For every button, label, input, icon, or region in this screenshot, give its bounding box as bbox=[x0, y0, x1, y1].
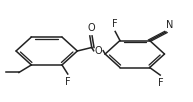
Text: O: O bbox=[95, 46, 102, 56]
Text: F: F bbox=[158, 78, 163, 88]
Text: N: N bbox=[166, 20, 174, 30]
Text: F: F bbox=[65, 76, 71, 86]
Text: F: F bbox=[112, 19, 118, 29]
Text: O: O bbox=[87, 23, 95, 33]
